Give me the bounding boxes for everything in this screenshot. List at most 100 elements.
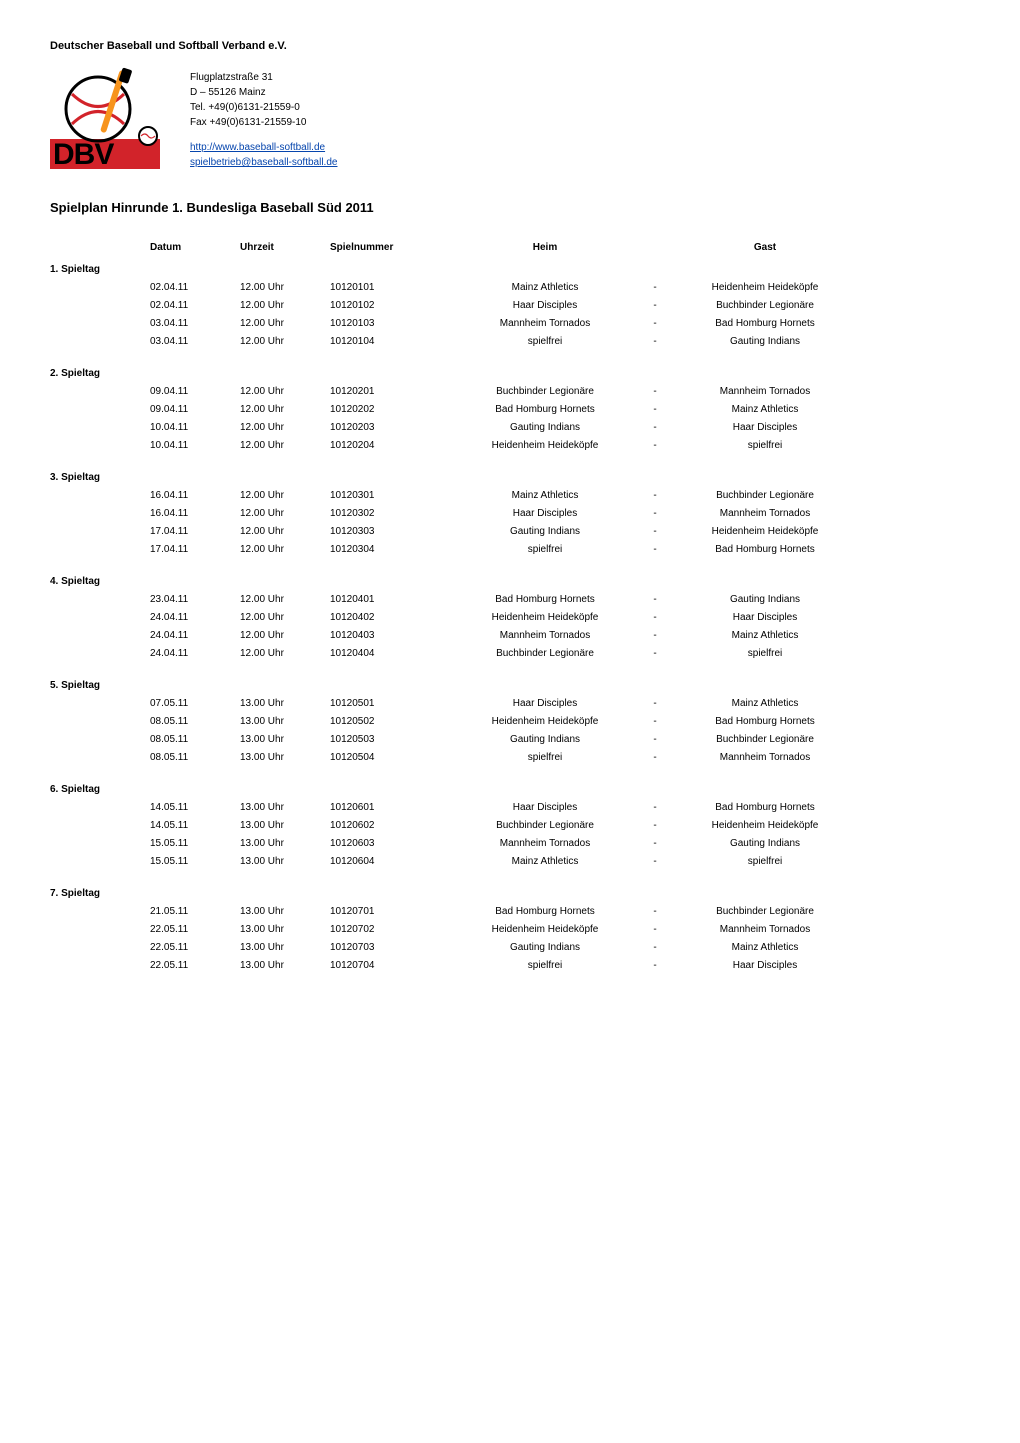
spieltag-cell (50, 835, 150, 853)
datum-cell: 24.04.11 (150, 609, 240, 627)
schedule-row: 09.04.1112.00 Uhr10120201Buchbinder Legi… (50, 383, 970, 401)
dash-cell: - (640, 713, 670, 731)
schedule-row: 22.05.1113.00 Uhr10120702Heidenheim Heid… (50, 921, 970, 939)
spieltag-cell (50, 817, 150, 835)
spieltag-cell (50, 939, 150, 957)
heim-cell: Gauting Indians (450, 523, 640, 541)
gast-cell: Mannheim Tornados (670, 383, 860, 401)
spieltag-label: 5. Spieltag (50, 677, 970, 695)
datum-cell: 24.04.11 (150, 645, 240, 663)
heim-cell: Gauting Indians (450, 419, 640, 437)
schedule-row: 02.04.1112.00 Uhr10120102Haar Disciples-… (50, 297, 970, 315)
heim-cell: spielfrei (450, 333, 640, 351)
dash-cell: - (640, 921, 670, 939)
col-dash-header (640, 239, 670, 257)
datum-cell: 03.04.11 (150, 315, 240, 333)
uhrzeit-cell: 13.00 Uhr (240, 817, 330, 835)
schedule-row: 15.05.1113.00 Uhr10120604Mainz Athletics… (50, 853, 970, 871)
spielnr-cell: 10120502 (330, 713, 450, 731)
dash-cell: - (640, 297, 670, 315)
heim-cell: Heidenheim Heideköpfe (450, 437, 640, 455)
address-line: Fax +49(0)6131-21559-10 (190, 115, 337, 130)
heim-cell: Gauting Indians (450, 939, 640, 957)
uhrzeit-cell: 12.00 Uhr (240, 437, 330, 455)
gast-cell: spielfrei (670, 437, 860, 455)
heim-cell: Buchbinder Legionäre (450, 383, 640, 401)
gast-cell: Mainz Athletics (670, 939, 860, 957)
heim-cell: Haar Disciples (450, 799, 640, 817)
spieltag-cell (50, 419, 150, 437)
datum-cell: 10.04.11 (150, 437, 240, 455)
spielnr-cell: 10120103 (330, 315, 450, 333)
spielnr-cell: 10120602 (330, 817, 450, 835)
spielnr-cell: 10120601 (330, 799, 450, 817)
heim-cell: Buchbinder Legionäre (450, 645, 640, 663)
spielnr-cell: 10120403 (330, 627, 450, 645)
gast-cell: Gauting Indians (670, 333, 860, 351)
dash-cell: - (640, 437, 670, 455)
website-link[interactable]: http://www.baseball-softball.de (190, 142, 325, 153)
spielnr-cell: 10120401 (330, 591, 450, 609)
gast-cell: Mainz Athletics (670, 695, 860, 713)
spielnr-cell: 10120203 (330, 419, 450, 437)
email-link[interactable]: spielbetrieb@baseball-softball.de (190, 157, 337, 168)
uhrzeit-cell: 12.00 Uhr (240, 523, 330, 541)
col-gast-header: Gast (670, 239, 860, 257)
dash-cell: - (640, 505, 670, 523)
gast-cell: Haar Disciples (670, 609, 860, 627)
gast-cell: Mainz Athletics (670, 401, 860, 419)
schedule-row: 09.04.1112.00 Uhr10120202Bad Homburg Hor… (50, 401, 970, 419)
heim-cell: Bad Homburg Hornets (450, 903, 640, 921)
header-row: DBV Flugplatzstraße 31 D – 55126 Mainz T… (50, 64, 970, 170)
spielnr-cell: 10120603 (330, 835, 450, 853)
spieltag-cell (50, 627, 150, 645)
spieltag-cell (50, 713, 150, 731)
heim-cell: spielfrei (450, 957, 640, 975)
gast-cell: Bad Homburg Hornets (670, 541, 860, 559)
dash-cell: - (640, 315, 670, 333)
datum-cell: 22.05.11 (150, 921, 240, 939)
uhrzeit-cell: 12.00 Uhr (240, 591, 330, 609)
spielnr-cell: 10120101 (330, 279, 450, 297)
spieltag-label: 3. Spieltag (50, 469, 970, 487)
schedule-row: 08.05.1113.00 Uhr10120502Heidenheim Heid… (50, 713, 970, 731)
dash-cell: - (640, 695, 670, 713)
spieltag-block: 2. Spieltag09.04.1112.00 Uhr10120201Buch… (50, 365, 970, 455)
spielnr-cell: 10120202 (330, 401, 450, 419)
datum-cell: 23.04.11 (150, 591, 240, 609)
dash-cell: - (640, 487, 670, 505)
heim-cell: Mainz Athletics (450, 487, 640, 505)
heim-cell: Mannheim Tornados (450, 835, 640, 853)
spielnr-cell: 10120501 (330, 695, 450, 713)
dash-cell: - (640, 279, 670, 297)
heim-cell: Mainz Athletics (450, 279, 640, 297)
schedule-row: 17.04.1112.00 Uhr10120303Gauting Indians… (50, 523, 970, 541)
datum-cell: 07.05.11 (150, 695, 240, 713)
gast-cell: Gauting Indians (670, 591, 860, 609)
schedule-row: 03.04.1112.00 Uhr10120103Mannheim Tornad… (50, 315, 970, 333)
uhrzeit-cell: 13.00 Uhr (240, 799, 330, 817)
schedule-row: 24.04.1112.00 Uhr10120402Heidenheim Heid… (50, 609, 970, 627)
dash-cell: - (640, 645, 670, 663)
dash-cell: - (640, 609, 670, 627)
dash-cell: - (640, 523, 670, 541)
gast-cell: Buchbinder Legionäre (670, 487, 860, 505)
schedule-row: 08.05.1113.00 Uhr10120504spielfrei-Mannh… (50, 749, 970, 767)
spielnr-cell: 10120402 (330, 609, 450, 627)
dash-cell: - (640, 401, 670, 419)
spielnr-cell: 10120504 (330, 749, 450, 767)
spieltag-label: 1. Spieltag (50, 261, 970, 279)
gast-cell: Heidenheim Heideköpfe (670, 817, 860, 835)
dash-cell: - (640, 333, 670, 351)
spieltag-cell (50, 921, 150, 939)
uhrzeit-cell: 13.00 Uhr (240, 921, 330, 939)
uhrzeit-cell: 13.00 Uhr (240, 835, 330, 853)
spieltag-cell (50, 315, 150, 333)
spieltag-cell (50, 609, 150, 627)
heim-cell: Heidenheim Heideköpfe (450, 609, 640, 627)
spielnr-cell: 10120404 (330, 645, 450, 663)
heim-cell: Bad Homburg Hornets (450, 591, 640, 609)
address-block: Flugplatzstraße 31 D – 55126 Mainz Tel. … (190, 64, 337, 170)
spielnr-cell: 10120302 (330, 505, 450, 523)
gast-cell: Gauting Indians (670, 835, 860, 853)
